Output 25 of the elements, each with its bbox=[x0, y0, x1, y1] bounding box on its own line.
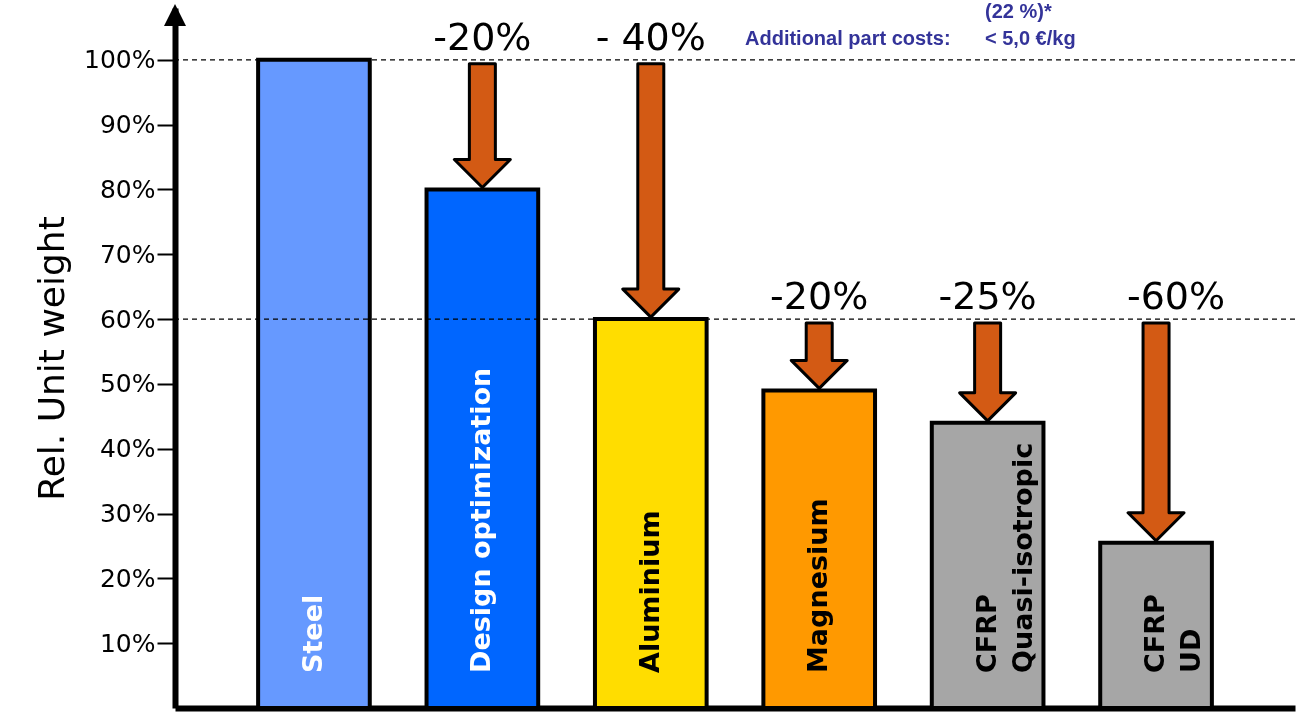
annotation: -20% bbox=[770, 274, 869, 319]
annotation: -25% bbox=[938, 274, 1037, 319]
y-tick-label: 50% bbox=[99, 369, 156, 399]
y-tick-label: 60% bbox=[99, 304, 156, 334]
annotation: < 5,0 €/kg bbox=[985, 27, 1076, 50]
y-tick-label: 30% bbox=[99, 499, 156, 529]
y-tick-label: 100% bbox=[84, 45, 156, 75]
x-tick-label: Design optimization bbox=[465, 367, 497, 673]
annotation: - 40% bbox=[595, 14, 706, 59]
y-tick-label: 40% bbox=[99, 434, 156, 464]
y-tick-label: 90% bbox=[99, 110, 156, 140]
x-tick-label: Aluminium bbox=[633, 510, 665, 673]
x-tick-label: Magnesium bbox=[802, 498, 834, 673]
y-axis-title: Rel. Unit weight bbox=[31, 216, 73, 501]
y-tick-label: 80% bbox=[99, 174, 156, 204]
x-tick-label: CFRP UD bbox=[1139, 594, 1207, 673]
annotation: -60% bbox=[1126, 274, 1226, 319]
y-tick-label: 20% bbox=[99, 563, 156, 593]
annotation: Additional part costs: bbox=[745, 27, 952, 50]
x-tick-label: CFRP Quasi-isotropic bbox=[970, 442, 1038, 673]
y-tick-label: 10% bbox=[99, 628, 156, 658]
annotation: -20% bbox=[433, 14, 532, 59]
x-tick-label: Steel bbox=[296, 594, 328, 673]
annotation: (22 %)* bbox=[985, 0, 1053, 23]
y-tick-label: 70% bbox=[99, 239, 156, 269]
